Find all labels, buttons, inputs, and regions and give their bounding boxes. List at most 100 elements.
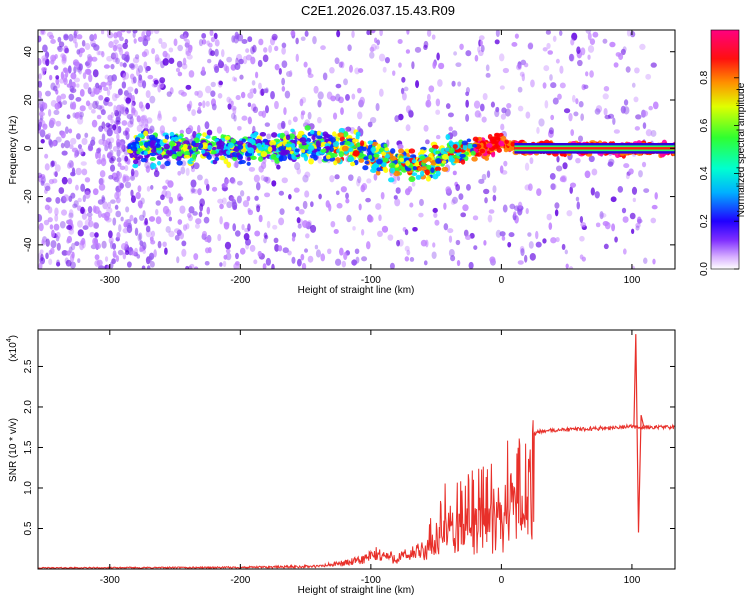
noise-cell bbox=[106, 55, 113, 62]
noise-cell bbox=[639, 43, 646, 51]
noise-cell bbox=[78, 147, 84, 155]
noise-cell bbox=[91, 109, 96, 114]
noise-cell bbox=[645, 129, 653, 137]
noise-cell bbox=[43, 219, 50, 226]
noise-cell bbox=[217, 93, 223, 99]
noise-cell bbox=[520, 248, 525, 257]
ridge-cell bbox=[411, 172, 418, 177]
noise-cell bbox=[159, 77, 166, 84]
noise-cell bbox=[145, 225, 151, 233]
noise-cell bbox=[495, 229, 502, 238]
noise-cell bbox=[290, 30, 296, 37]
x-tick-label: -100 bbox=[361, 575, 381, 586]
noise-cell bbox=[425, 139, 430, 145]
noise-cell bbox=[246, 195, 251, 202]
noise-cell bbox=[618, 53, 624, 61]
noise-cell bbox=[434, 219, 440, 226]
noise-cell bbox=[52, 85, 58, 92]
noise-cell bbox=[96, 114, 102, 120]
noise-cell bbox=[232, 223, 237, 232]
noise-cell bbox=[73, 151, 78, 158]
noise-cell bbox=[234, 261, 240, 266]
noise-cell bbox=[408, 110, 414, 118]
noise-cell bbox=[501, 235, 506, 241]
ridge-cell bbox=[442, 153, 449, 160]
noise-cell bbox=[79, 240, 85, 246]
noise-cell bbox=[140, 197, 145, 205]
ridge-cell bbox=[384, 147, 389, 152]
ridge-cell bbox=[150, 162, 157, 170]
noise-cell bbox=[114, 204, 119, 210]
noise-cell bbox=[94, 254, 100, 261]
noise-cell bbox=[511, 42, 518, 47]
noise-cell bbox=[373, 173, 378, 181]
noise-cell bbox=[119, 104, 125, 112]
ridge-cell bbox=[308, 158, 314, 165]
noise-cell bbox=[75, 167, 82, 176]
noise-cell bbox=[151, 230, 156, 238]
noise-cell bbox=[438, 62, 445, 70]
noise-cell bbox=[302, 174, 309, 183]
noise-cell bbox=[178, 196, 184, 201]
ridge-cell bbox=[276, 164, 281, 170]
noise-cell bbox=[196, 174, 203, 181]
noise-cell bbox=[87, 57, 92, 64]
noise-cell bbox=[318, 193, 322, 200]
noise-cell bbox=[648, 105, 653, 111]
noise-cell bbox=[650, 130, 657, 137]
x-tick-label: 0 bbox=[499, 275, 505, 286]
noise-cell bbox=[176, 256, 180, 264]
noise-cell bbox=[257, 59, 263, 67]
ridge-cell bbox=[238, 160, 243, 165]
noise-cell bbox=[55, 197, 61, 204]
noise-cell bbox=[414, 46, 422, 53]
noise-cell bbox=[447, 112, 454, 118]
noise-cell bbox=[115, 189, 122, 198]
noise-cell bbox=[617, 186, 624, 193]
noise-cell bbox=[239, 74, 244, 80]
noise-cell bbox=[485, 72, 491, 78]
noise-cell bbox=[516, 64, 522, 71]
colorbar-label: Normalized spectral amplitude bbox=[736, 82, 747, 217]
noise-cell bbox=[602, 93, 609, 100]
noise-cell bbox=[217, 198, 224, 204]
ridge-cell bbox=[359, 140, 365, 147]
noise-cell bbox=[113, 105, 117, 113]
noise-cell bbox=[343, 251, 348, 261]
ridge-cell bbox=[389, 167, 395, 174]
noise-cell bbox=[100, 30, 105, 35]
snr-scale-factor: (x104) bbox=[6, 335, 19, 362]
ridge-cell bbox=[137, 155, 144, 159]
noise-cell bbox=[226, 56, 233, 63]
noise-cell bbox=[85, 100, 91, 107]
ridge-cell bbox=[226, 161, 232, 168]
noise-cell bbox=[147, 74, 154, 80]
noise-cell bbox=[435, 134, 441, 140]
noise-cell bbox=[233, 162, 239, 168]
ridge-cell bbox=[332, 140, 340, 147]
noise-cell bbox=[60, 93, 67, 100]
noise-cell bbox=[185, 38, 191, 48]
noise-cell bbox=[144, 217, 148, 225]
noise-cell bbox=[109, 157, 115, 164]
noise-cell bbox=[157, 110, 162, 119]
noise-cell bbox=[40, 180, 45, 186]
noise-cell bbox=[544, 100, 549, 109]
noise-cell bbox=[102, 201, 108, 210]
noise-cell bbox=[70, 137, 77, 145]
noise-cell bbox=[405, 124, 411, 132]
noise-cell bbox=[193, 253, 199, 261]
snr-axes: -300 -200 -100 0 100 0.5 1.0 1.5 2.0 2.5 bbox=[23, 330, 675, 586]
ridge-cell bbox=[149, 140, 155, 148]
noise-cell bbox=[141, 31, 146, 40]
noise-cell bbox=[138, 214, 145, 221]
noise-cell bbox=[118, 224, 122, 233]
noise-cell bbox=[103, 64, 110, 69]
noise-cell bbox=[635, 222, 641, 228]
noise-cell bbox=[569, 182, 577, 188]
noise-cell bbox=[620, 48, 626, 56]
ridge-cell bbox=[140, 157, 148, 163]
noise-cell bbox=[133, 169, 139, 178]
noise-cell bbox=[130, 250, 137, 256]
ridge-cell bbox=[333, 160, 338, 166]
